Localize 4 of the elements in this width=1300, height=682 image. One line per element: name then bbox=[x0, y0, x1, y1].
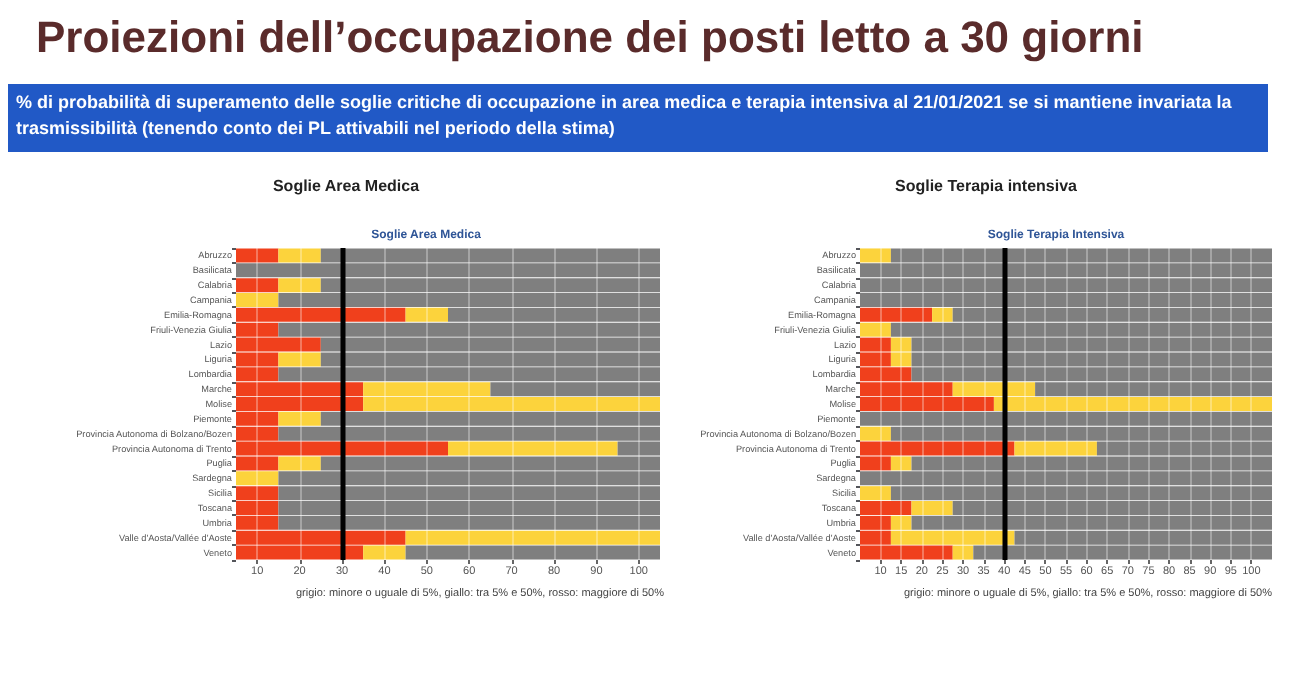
text: Proiezioni dell’occupazione dei posti letto a 30 giorni bbox=[36, 12, 1144, 64]
chart-title: Soglie Terapia intensiva bbox=[895, 177, 1079, 195]
text: % di probabilità di superamento delle soglie critiche di occupazione in area medica e terapia intensiva al 21/01/2021 se si mantiene invariata la trasmissibilità (tenendo conto dei PL attivabili nel periodo della stima) bbox=[8, 84, 1268, 152]
chart-title: Soglie Area Medica bbox=[272, 177, 421, 195]
